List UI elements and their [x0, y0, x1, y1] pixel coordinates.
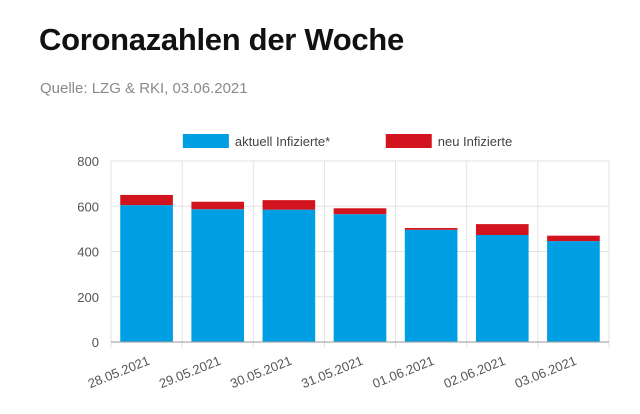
x-tick-label: 28.05.2021: [86, 353, 152, 391]
x-tick-label: 01.06.2021: [370, 353, 436, 391]
x-tick-label: 30.05.2021: [228, 353, 294, 391]
y-tick-label: 0: [92, 335, 99, 350]
y-tick-label: 600: [77, 199, 99, 214]
legend-swatch: [182, 134, 229, 148]
legend-label: neu Infizierte: [438, 134, 512, 149]
bar-segment-neu[interactable]: [262, 200, 316, 210]
bar-layer: [120, 194, 600, 342]
x-tick-label: 03.06.2021: [513, 353, 579, 391]
source-note: Quelle: LZG & RKI, 03.06.2021: [40, 80, 248, 97]
y-tick-label: 400: [77, 245, 99, 260]
bar-segment-neu[interactable]: [547, 235, 600, 242]
bar-segment-aktuell[interactable]: [120, 205, 173, 342]
bar-segment-aktuell[interactable]: [191, 209, 245, 342]
x-tick-label: 02.06.2021: [441, 353, 507, 391]
page-title: Coronazahlen der Woche: [39, 22, 404, 57]
bar-segment-aktuell[interactable]: [547, 241, 600, 342]
bar-segment-neu[interactable]: [191, 201, 245, 210]
bar-segment-neu[interactable]: [404, 227, 458, 230]
y-tick-label: 800: [77, 154, 99, 169]
bar-segment-neu[interactable]: [120, 194, 173, 206]
y-tick-label: 200: [77, 290, 99, 305]
x-tick-label: 29.05.2021: [157, 353, 223, 391]
bar-segment-aktuell[interactable]: [475, 234, 529, 342]
x-tick-label: 31.05.2021: [299, 353, 365, 391]
legend-swatch: [385, 134, 432, 148]
bar-segment-aktuell[interactable]: [262, 209, 316, 342]
bar-segment-aktuell[interactable]: [404, 229, 458, 342]
legend-label: aktuell Infizierte*: [235, 134, 330, 149]
bar-segment-neu[interactable]: [333, 208, 387, 215]
bar-segment-aktuell[interactable]: [333, 214, 387, 342]
legend: aktuell Infizierte* neu Infizierte: [182, 134, 512, 149]
bar-segment-neu[interactable]: [475, 224, 529, 235]
